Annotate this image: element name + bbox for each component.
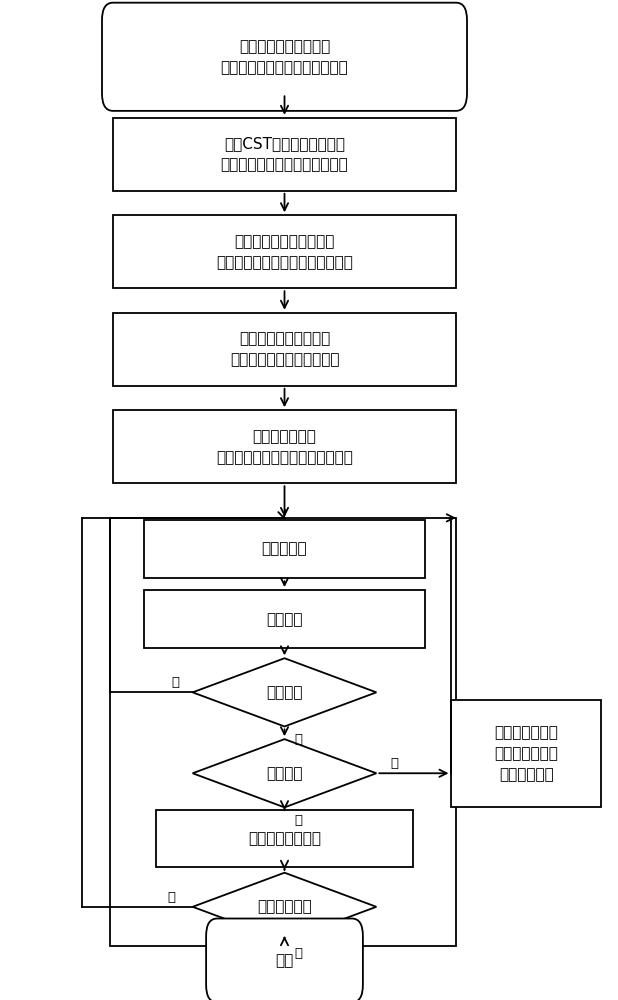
FancyBboxPatch shape	[102, 3, 467, 111]
Text: 否: 否	[391, 757, 399, 770]
Bar	[451, 700, 601, 807]
Bar	[113, 215, 456, 288]
Bar	[156, 810, 413, 867]
Text: 电磁场推进: 电磁场推进	[261, 542, 307, 557]
Text: 微波器件几何边界与网格
剖分所形成的六面体网格进行关联: 微波器件几何边界与网格 剖分所形成的六面体网格进行关联	[216, 234, 353, 270]
Text: 二次电子发射模型: 二次电子发射模型	[248, 831, 321, 846]
Bar	[143, 520, 425, 578]
Text: 否: 否	[171, 676, 179, 689]
Text: 结束: 结束	[276, 953, 294, 968]
Text: 粒子推进: 粒子推进	[266, 612, 303, 627]
Text: 是: 是	[294, 814, 302, 827]
Polygon shape	[193, 873, 376, 941]
Text: 是: 是	[294, 733, 302, 746]
Text: 到达仿真时间: 到达仿真时间	[257, 899, 312, 914]
Text: 建立具有微结构表面的
介质材料加载微波部件物理模型: 建立具有微结构表面的 介质材料加载微波部件物理模型	[221, 39, 349, 75]
Bar	[113, 313, 456, 386]
FancyBboxPatch shape	[206, 919, 363, 1000]
Bar	[113, 410, 456, 483]
Text: 具有微结构表面
的介质材料二次
电子发射模型: 具有微结构表面 的介质材料二次 电子发射模型	[494, 725, 558, 782]
Bar	[113, 118, 456, 191]
Bar	[143, 590, 425, 648]
Polygon shape	[193, 739, 376, 807]
Text: 是: 是	[294, 947, 302, 960]
Text: 否: 否	[167, 891, 175, 904]
Text: 建立具有微结构表面的
介质材料二次电子发射模型: 建立具有微结构表面的 介质材料二次电子发射模型	[230, 331, 339, 367]
Text: 采用CST微波工作室的频域
求解器计算微波部件中的电磁场: 采用CST微波工作室的频域 求解器计算微波部件中的电磁场	[221, 136, 349, 172]
Text: 读入初始化文件
（电磁场和边界与网格关联信息）: 读入初始化文件 （电磁场和边界与网格关联信息）	[216, 429, 353, 465]
Bar	[110, 518, 456, 946]
Text: 金属边界: 金属边界	[266, 766, 303, 781]
Polygon shape	[193, 658, 376, 726]
Text: 到达边界: 到达边界	[266, 685, 303, 700]
